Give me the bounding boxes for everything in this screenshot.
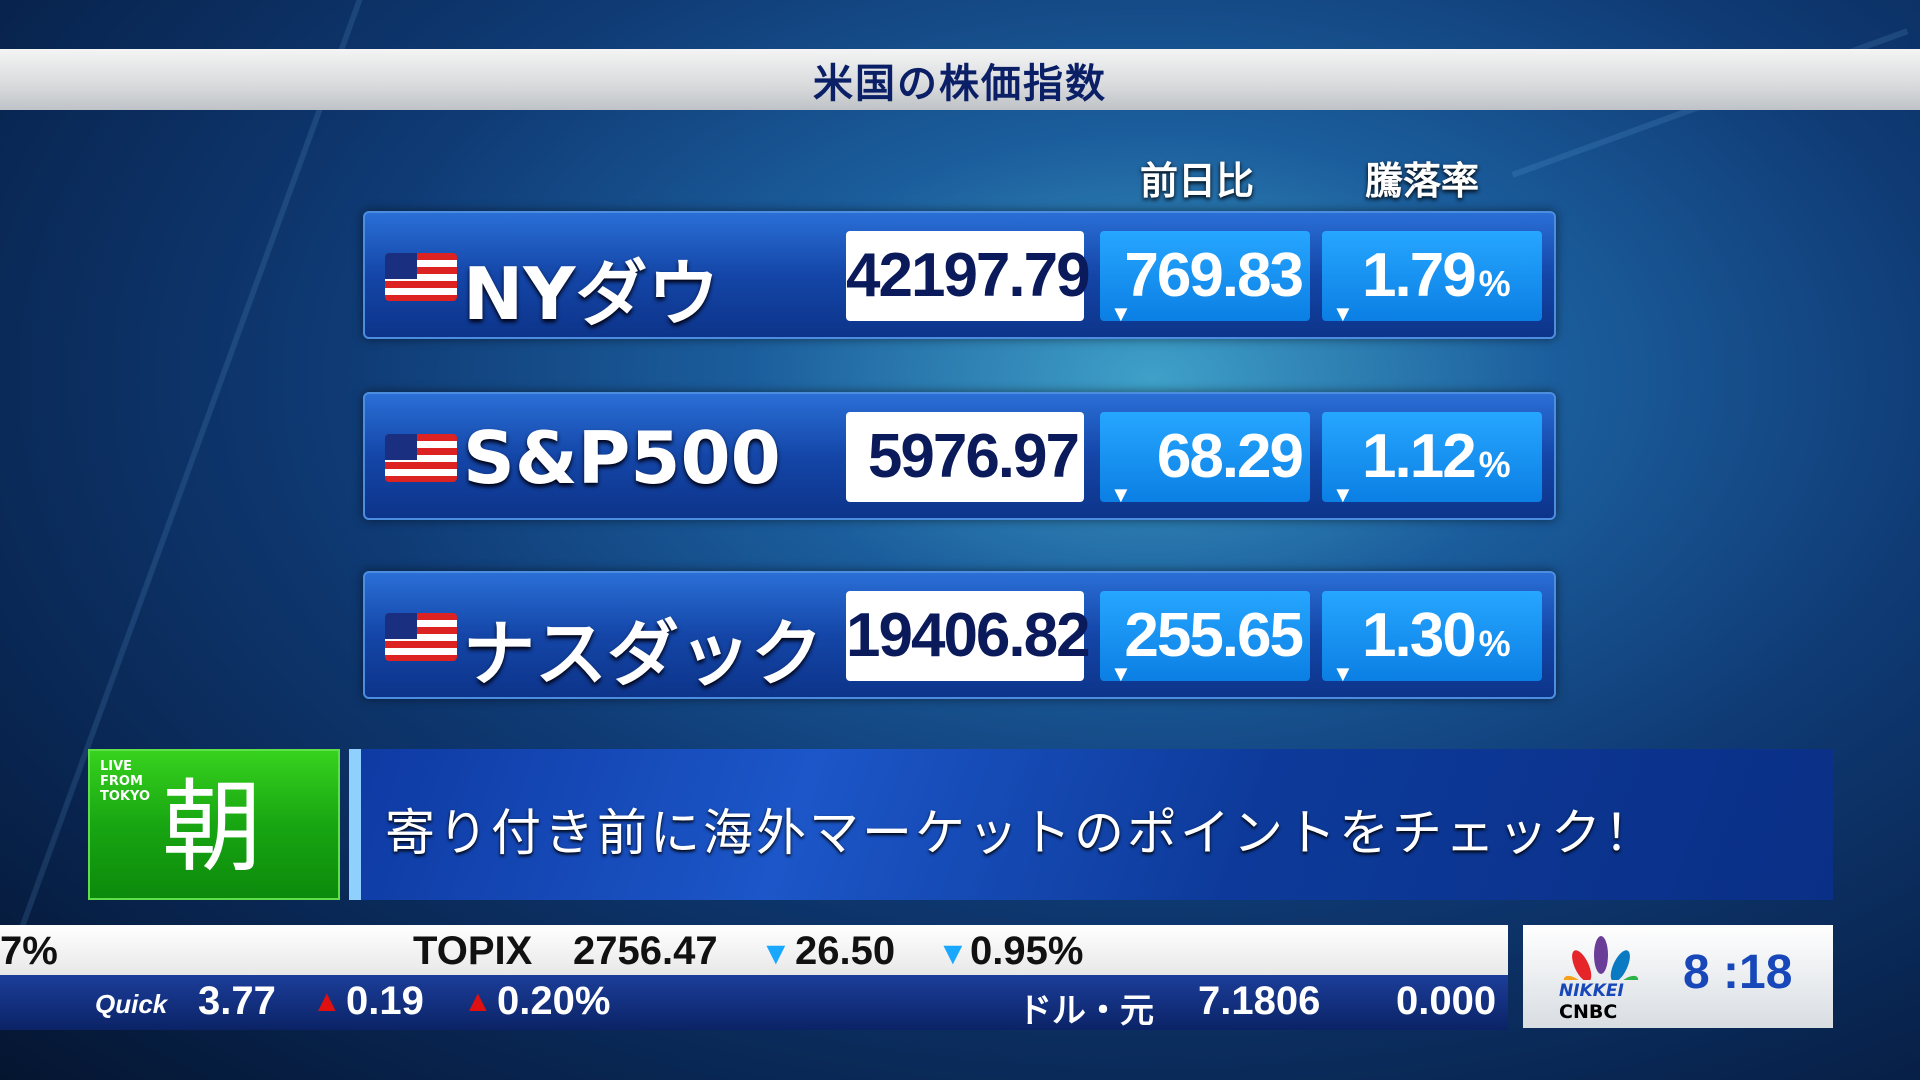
index-pct: ▼ 1.12%: [1322, 412, 1542, 507]
index-name: ナスダック: [463, 612, 824, 696]
down-triangle-icon: ▼: [1110, 301, 1132, 326]
clock: 8 :18: [1683, 946, 1793, 999]
ticker-name: TOPIX: [413, 929, 533, 973]
change-value: 68.29: [1156, 422, 1304, 491]
pct-value: 1.12: [1362, 422, 1477, 491]
ticker-top: 7% TOPIX 2756.47 ▼ 26.50 ▼ 0.95%: [0, 925, 1508, 975]
live-from-tokyo-label: LIVE FROM TOKYO: [100, 759, 150, 804]
ticker-partial: 7%: [0, 929, 58, 973]
column-header-change: 前日比: [1140, 159, 1255, 203]
headline-text: 寄り付き前に海外マーケットのポイントをチェック！: [385, 804, 1657, 862]
pct-value: 1.30: [1362, 601, 1477, 670]
fx-name: ドル・元: [1018, 992, 1154, 1030]
program-badge-text: 朝: [162, 769, 262, 886]
index-value: 5976.97: [846, 412, 1084, 502]
pct-value: 1.79: [1362, 241, 1477, 310]
logo-cnbc: CNBC: [1559, 1001, 1618, 1023]
down-triangle-icon: ▼: [1110, 482, 1132, 507]
page-title: 米国の株価指数: [813, 60, 1107, 107]
ticker-bottom: Quick 3.77 ▲ 0.19 ▲ 0.20% ドル・元 7.1806 0.…: [0, 975, 1508, 1030]
change-value: 255.65: [1124, 601, 1304, 670]
index-row-sp500: S&P500 5976.97 ▼ 68.29 ▼ 1.12%: [363, 392, 1556, 520]
us-flag-icon: [385, 253, 457, 301]
ticker-change: 0.19: [346, 979, 424, 1023]
us-flag-icon: [385, 613, 457, 661]
index-change: ▼ 769.83: [1100, 231, 1310, 326]
pct-symbol: %: [1478, 623, 1511, 664]
down-triangle-icon: ▼: [1332, 301, 1354, 326]
us-flag-icon: [385, 434, 457, 482]
fx-change: 0.000: [1396, 979, 1497, 1023]
pct-symbol: %: [1478, 444, 1511, 485]
index-pct: ▼ 1.79%: [1322, 231, 1542, 326]
up-triangle-icon: ▲: [312, 985, 342, 1018]
ticker-value: 2756.47: [573, 929, 718, 973]
live-line: TOKYO: [100, 789, 150, 804]
down-triangle-icon: ▼: [1110, 661, 1132, 686]
change-value: 769.83: [1124, 241, 1304, 310]
index-name: NYダウ: [463, 252, 720, 336]
pct-symbol: %: [1478, 263, 1511, 304]
down-triangle-icon: ▼: [1332, 661, 1354, 686]
index-value: 19406.82: [846, 591, 1091, 681]
program-badge: LIVE FROM TOKYO 朝: [88, 749, 340, 900]
index-name: S&P500: [463, 416, 781, 500]
index-row-nydow: NYダウ 42197.79 ▼ 769.83 ▼ 1.79%: [363, 211, 1556, 339]
index-value: 42197.79: [846, 231, 1091, 321]
quick-logo: Quick: [95, 989, 168, 1019]
ticker-pct: 0.95%: [970, 929, 1084, 973]
logo-nikkei: NIKKEI: [1559, 981, 1624, 1001]
headline-bar: 寄り付き前に海外マーケットのポイントをチェック！: [349, 749, 1833, 900]
peacock-logo-icon: [1563, 936, 1639, 980]
fx-value: 7.1806: [1198, 979, 1321, 1023]
ticker-change: 26.50: [795, 929, 896, 973]
title-bar: 米国の株価指数: [0, 49, 1920, 110]
index-change: ▼ 255.65: [1100, 591, 1310, 686]
live-line: LIVE: [100, 759, 133, 774]
ticker-value: 3.77: [198, 979, 276, 1023]
down-triangle-icon: ▼: [937, 935, 969, 971]
index-change: ▼ 68.29: [1100, 412, 1310, 507]
index-row-nasdaq: ナスダック 19406.82 ▼ 255.65 ▼ 1.30%: [363, 571, 1556, 699]
down-triangle-icon: ▼: [760, 935, 792, 971]
nikkei-cnbc-logo-box: NIKKEI CNBC 8 :18: [1523, 925, 1833, 1028]
live-line: FROM: [100, 774, 143, 789]
up-triangle-icon: ▲: [463, 985, 493, 1018]
column-header-pct: 騰落率: [1365, 159, 1480, 203]
down-triangle-icon: ▼: [1332, 482, 1354, 507]
ticker-pct: 0.20%: [497, 979, 611, 1023]
index-pct: ▼ 1.30%: [1322, 591, 1542, 686]
background-decoration: [0, 0, 363, 1080]
